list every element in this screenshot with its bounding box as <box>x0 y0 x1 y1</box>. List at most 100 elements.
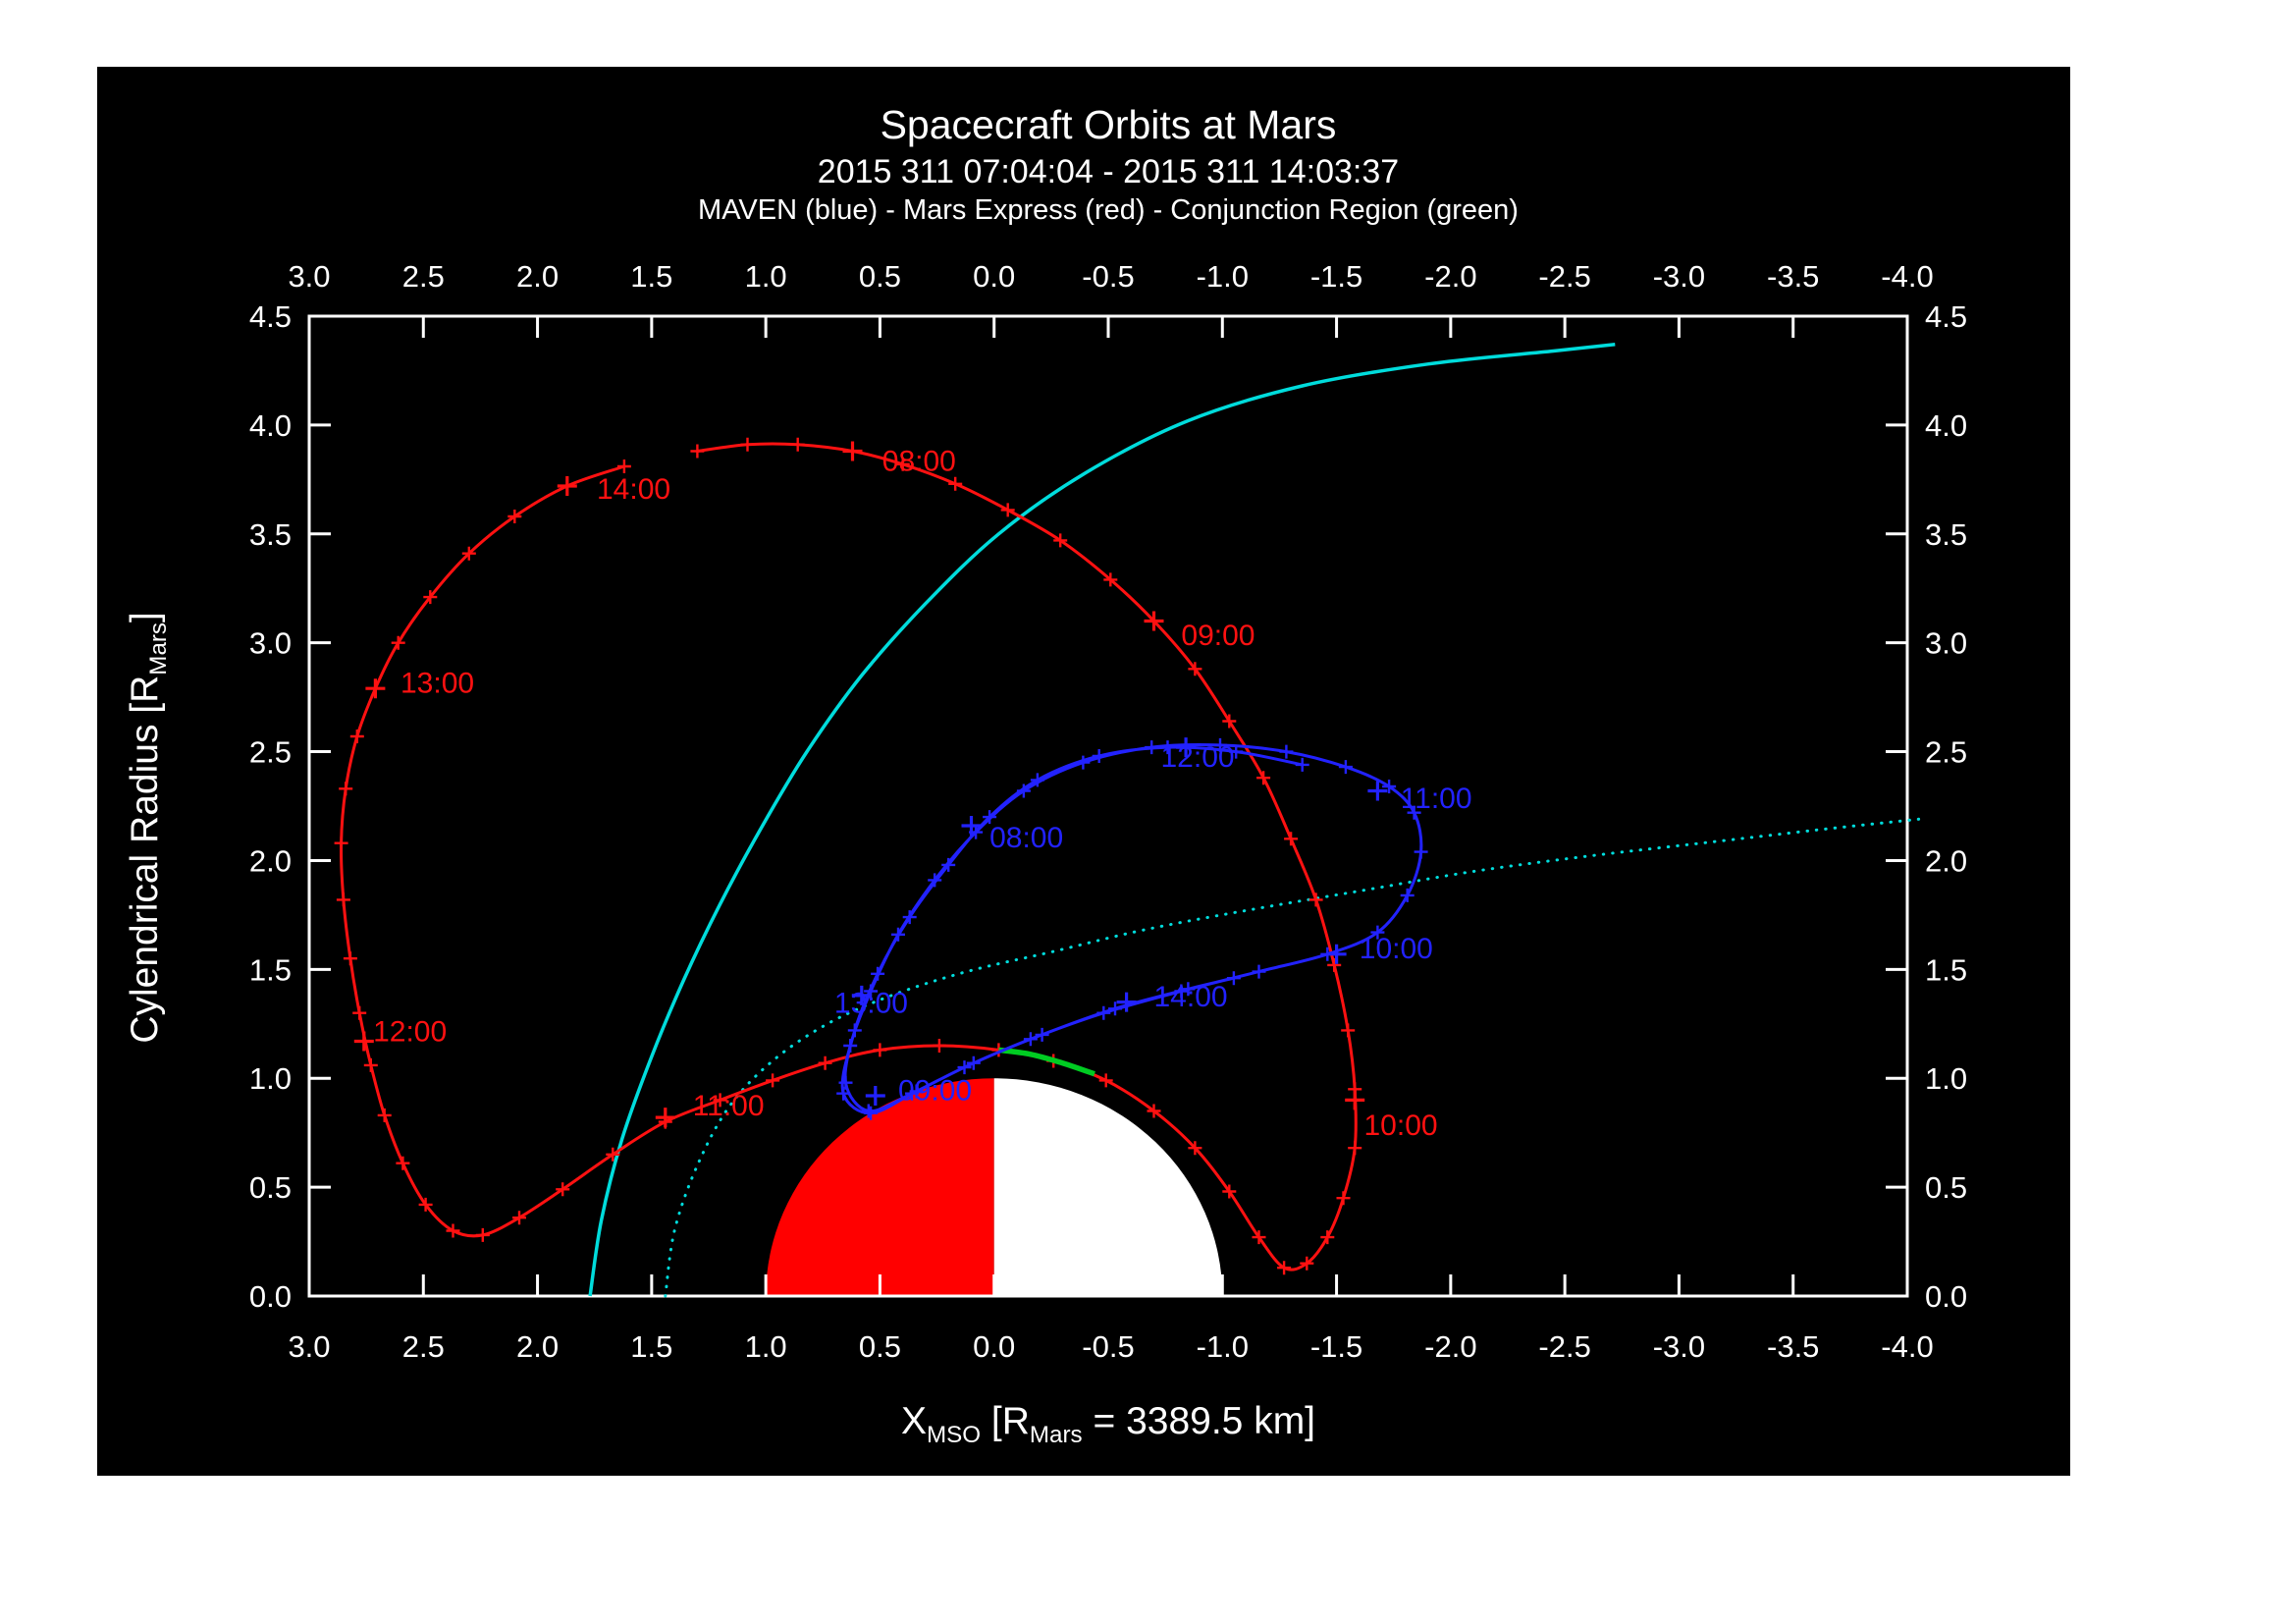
y-tick-label-left: 4.0 <box>249 408 292 443</box>
x-tick-label-top: -1.0 <box>1197 259 1249 294</box>
y-tick-label-right: 1.0 <box>1925 1061 1967 1096</box>
mars-express-tickmark <box>1256 771 1271 785</box>
mars-express-tickmark <box>932 1039 946 1053</box>
y-tick-label-left: 3.0 <box>249 626 292 661</box>
x-axis-title-sub2: Mars <box>1029 1421 1083 1448</box>
mars-express-tickmark <box>616 460 631 473</box>
maven-tickmark <box>1213 737 1227 752</box>
mars-express-time-label: 11:00 <box>693 1090 765 1122</box>
mars-express-tickmark <box>349 730 364 743</box>
x-tick-label-bottom: 0.0 <box>973 1329 1015 1364</box>
maven-tickmark <box>1407 805 1421 820</box>
mars-express-tickmark <box>1188 662 1202 676</box>
maven-time-label: 11:00 <box>1401 783 1472 815</box>
maven-tickmark <box>1108 1001 1122 1016</box>
y-tick-label-right: 4.5 <box>1925 299 1967 334</box>
maven-time-label: 10:00 <box>1360 933 1433 965</box>
x-tick-label-bottom: -2.5 <box>1538 1329 1590 1364</box>
mars-express-tickmark <box>556 1182 570 1197</box>
maven-tickmark <box>1229 744 1244 759</box>
mars-express-hour-tick <box>1144 611 1164 631</box>
x-tick-label-top: 1.0 <box>745 259 787 294</box>
x-tick-label-bottom: -1.5 <box>1310 1329 1362 1364</box>
mars-express-tickmark <box>740 437 755 452</box>
maven-tickmark <box>861 1104 876 1118</box>
x-tick-label-bottom: -0.5 <box>1082 1329 1134 1364</box>
maven-tickmark <box>1400 888 1415 902</box>
maven-hour-tick <box>1176 737 1197 758</box>
mars-express-tickmark <box>766 1073 780 1088</box>
mars-express-tickmark <box>790 437 805 452</box>
maven-tickmark <box>1226 971 1241 986</box>
mars-express-tickmark <box>423 590 438 605</box>
mars-express-tickmark <box>1098 1073 1113 1088</box>
y-tick-label-right: 2.0 <box>1925 843 1967 878</box>
maven-tickmark <box>1181 982 1196 997</box>
x-tick-label-bottom: 2.0 <box>516 1329 559 1364</box>
mars-express-tickmark <box>507 510 522 523</box>
y-tick-label-left: 1.5 <box>249 952 292 987</box>
mars-express-tickmark <box>377 1108 392 1122</box>
x-tick-label-bottom: -2.0 <box>1424 1329 1476 1364</box>
x-tick-label-top: 0.5 <box>859 259 901 294</box>
maven-time-label: 14:00 <box>1154 981 1228 1013</box>
mars-express-tickmark <box>1336 1191 1351 1206</box>
mars-express-tickmark <box>343 951 357 966</box>
x-tick-label-bottom: -3.0 <box>1653 1329 1705 1364</box>
mars-sunward-half <box>766 1078 994 1296</box>
maven-time-label: 09:00 <box>898 1074 972 1107</box>
maven-hour-tick <box>1326 944 1347 964</box>
y-tick-label-right: 0.0 <box>1925 1279 1967 1314</box>
mars-express-tickmark <box>512 1211 526 1225</box>
x-tick-label-bottom: -4.0 <box>1881 1329 1933 1364</box>
y-tick-label-left: 4.5 <box>249 299 292 334</box>
maven-tickmark <box>1030 773 1044 787</box>
x-tick-label-top: -2.0 <box>1424 259 1476 294</box>
mars-express-tickmark <box>1222 714 1237 729</box>
maven-tickmark <box>1160 740 1175 755</box>
mars-express-tickmark <box>1222 1184 1237 1199</box>
mars-express-tickmark <box>1341 1023 1356 1038</box>
bow-shock-curve <box>588 343 1616 1297</box>
mars-express-hour-tick <box>353 1031 374 1052</box>
maven-tickmark <box>1338 760 1353 775</box>
mars-express-time-label: 12:00 <box>373 1015 447 1048</box>
chart-subtitle: 2015 311 07:04:04 - 2015 311 14:03:37 <box>817 153 1400 190</box>
x-tick-label-bottom: 3.0 <box>288 1329 330 1364</box>
mars-express-time-label: 10:00 <box>1364 1109 1438 1142</box>
x-axis-title-main: X <box>900 1400 927 1442</box>
maven-tickmark <box>966 1055 981 1070</box>
maven-tickmark <box>957 1060 972 1075</box>
mars-express-tickmark <box>1053 533 1068 548</box>
mars-express-time-label: 08:00 <box>882 445 956 477</box>
y-tick-label-right: 4.0 <box>1925 408 1967 443</box>
maven-tickmark <box>1145 740 1159 755</box>
x-tick-label-bottom: 1.5 <box>630 1329 672 1364</box>
y-tick-label-right: 3.5 <box>1925 517 1967 552</box>
maven-tickmark <box>928 873 942 888</box>
mars-express-tickmark <box>1308 893 1323 907</box>
x-tick-label-bottom: 1.0 <box>745 1329 787 1364</box>
x-axis-title-end: = 3389.5 km] <box>1082 1400 1316 1442</box>
chart-title: Spacecraft Orbits at Mars <box>880 102 1337 147</box>
mars-express-tickmark <box>352 1005 367 1020</box>
mars-express-tickmark <box>895 457 910 471</box>
mars-express-tickmark <box>475 1227 490 1242</box>
y-tick-label-left: 1.0 <box>249 1061 292 1096</box>
mars-express-tickmark <box>1147 1104 1161 1118</box>
mars-express-time-label: 09:00 <box>1181 620 1255 652</box>
maven-tickmark <box>1252 964 1266 979</box>
maven-hour-tick <box>865 1086 885 1106</box>
x-tick-label-top: 2.5 <box>402 259 445 294</box>
mars-express-hour-tick <box>365 678 386 699</box>
pileup-boundary-curve <box>664 817 1921 1298</box>
maven-tickmark <box>838 1075 853 1090</box>
x-tick-label-bottom: -3.5 <box>1767 1329 1819 1364</box>
x-tick-label-top: 1.5 <box>630 259 672 294</box>
x-tick-label-top: -0.5 <box>1082 259 1134 294</box>
maven-time-label: 13:00 <box>834 988 908 1020</box>
y-tick-label-right: 2.5 <box>1925 735 1967 770</box>
y-tick-label-left: 3.5 <box>249 517 292 552</box>
mars-express-tickmark <box>1348 1141 1362 1156</box>
